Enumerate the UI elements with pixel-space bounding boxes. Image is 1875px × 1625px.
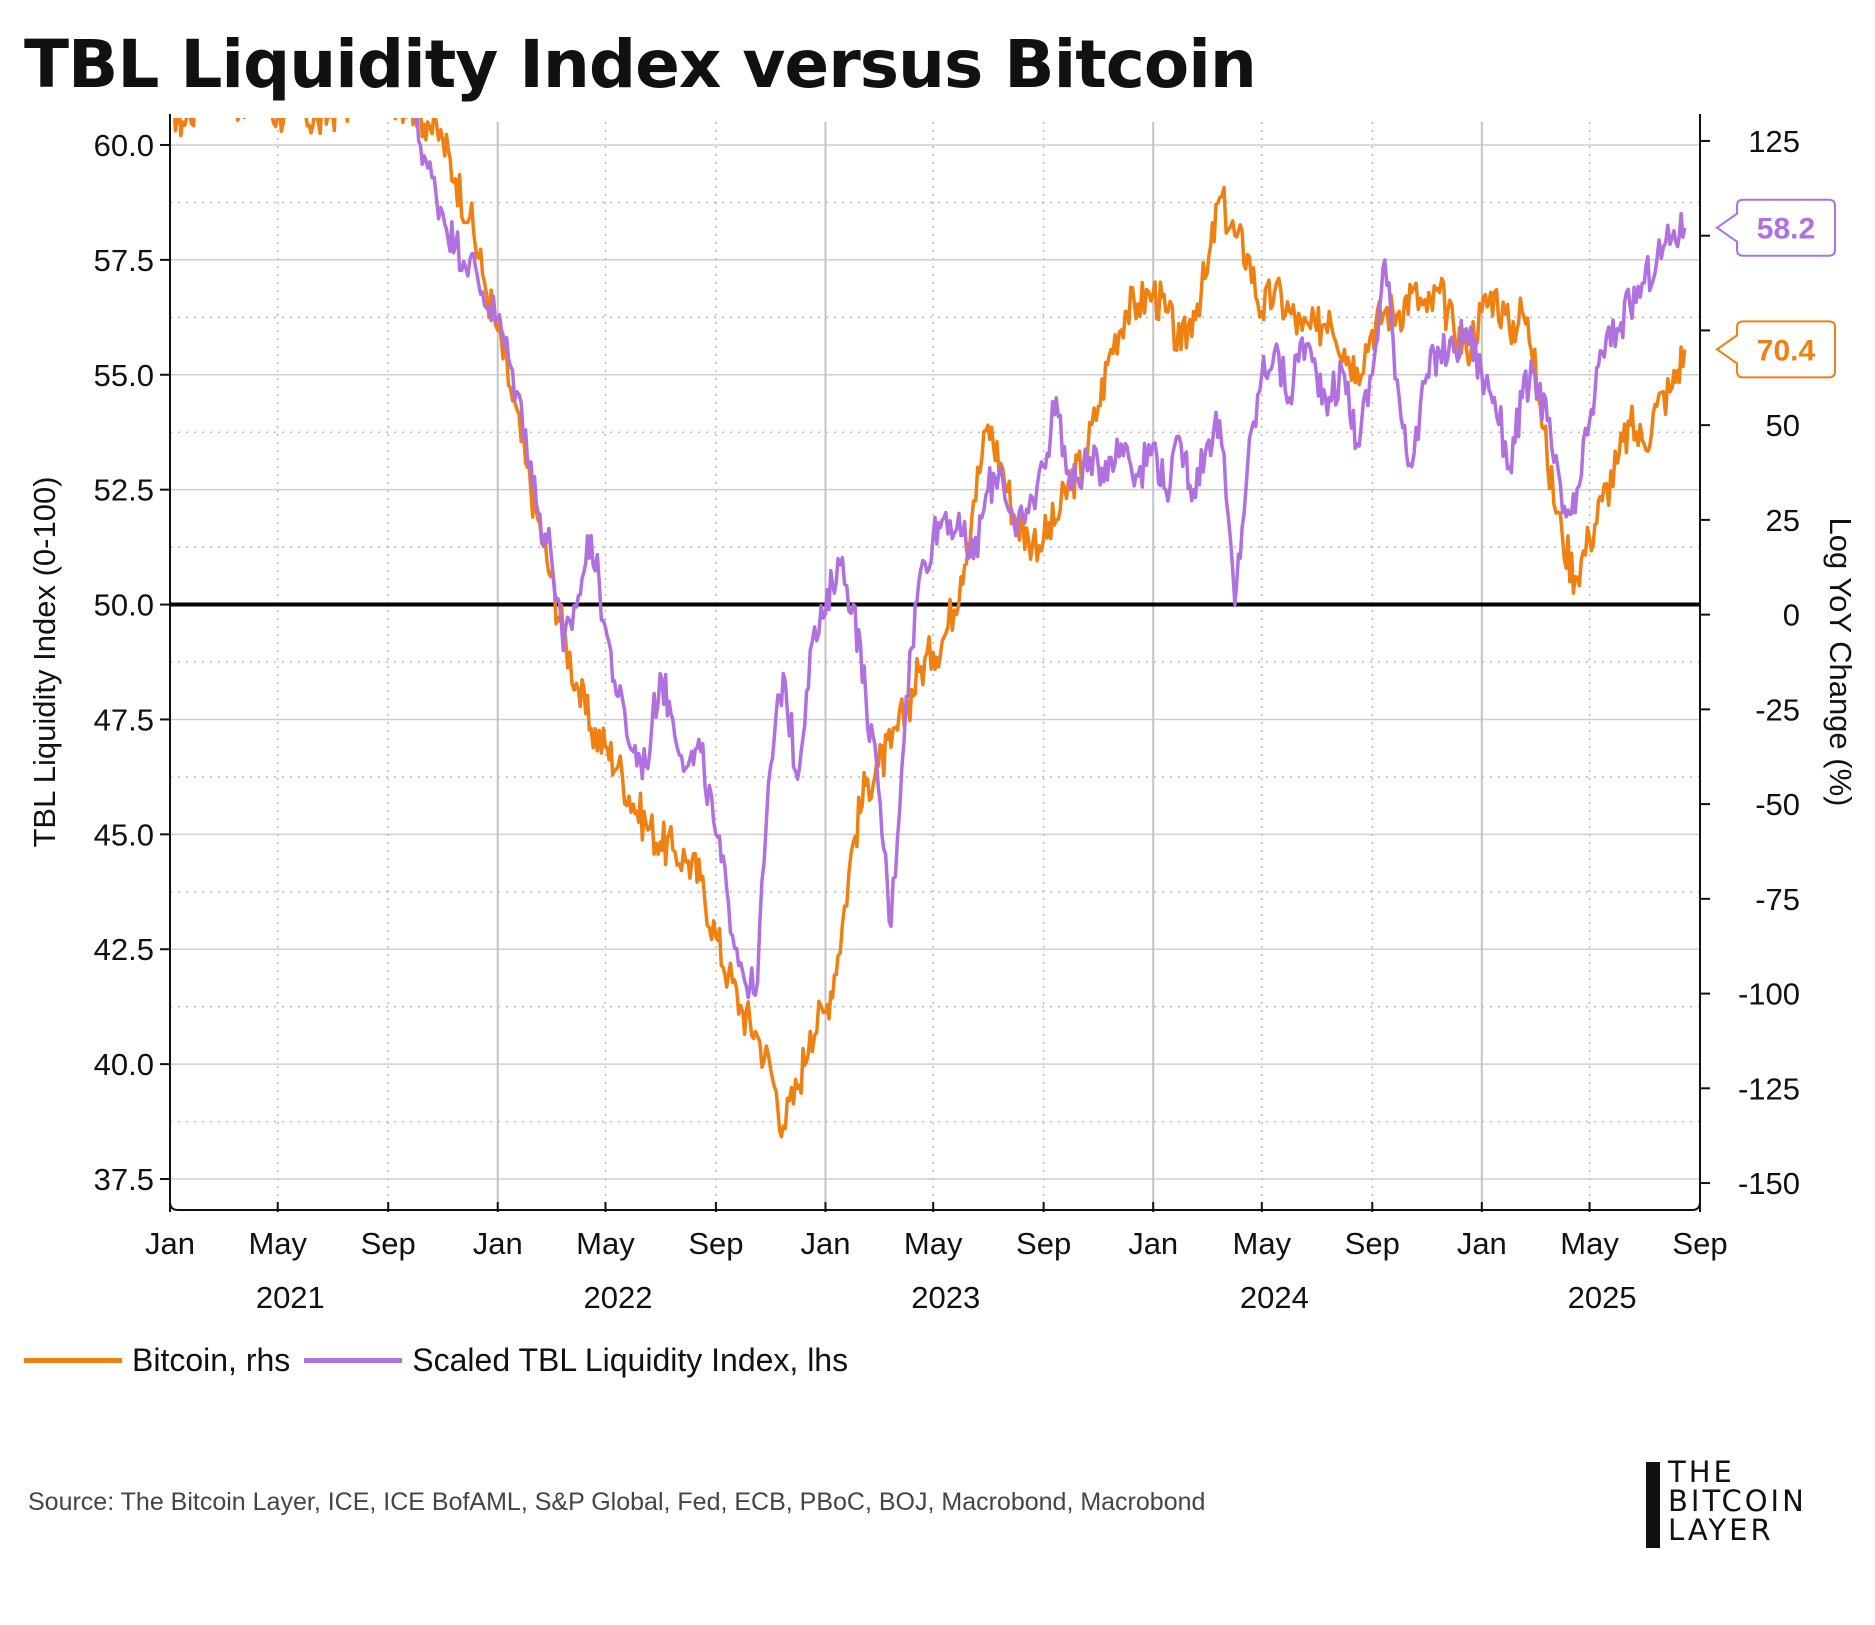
year-label-1: 2022 xyxy=(584,1280,653,1315)
series-line-bitcoin xyxy=(173,118,1687,1139)
ytick-label-right-2: -100 xyxy=(1738,977,1800,1012)
source-note: Source: The Bitcoin Layer, ICE, ICE BofA… xyxy=(28,1488,1206,1516)
year-label-4: 2025 xyxy=(1568,1280,1637,1315)
legend-label-bitcoin: Bitcoin, rhs xyxy=(132,1342,291,1378)
series-line-liquidity xyxy=(413,118,1687,1000)
ytick-label-left-7: 55.0 xyxy=(94,358,154,393)
chart-title: TBL Liquidity Index versus Bitcoin xyxy=(24,26,1257,103)
logo-text: THE BITCOIN LAYER xyxy=(1668,1458,1807,1545)
callout-box-1 xyxy=(1715,320,1836,379)
xtick-label-1: May xyxy=(248,1226,307,1261)
ytick-label-right-11: 125 xyxy=(1748,124,1800,159)
ytick-label-left-6: 52.5 xyxy=(94,473,154,508)
legend-swatch-liquidity xyxy=(304,1358,403,1363)
ytick-label-left-5: 50.0 xyxy=(94,588,154,623)
legend-label-liquidity: Scaled TBL Liquidity Index, lhs xyxy=(412,1342,849,1378)
legend-item-liquidity: Scaled TBL Liquidity Index, lhs xyxy=(304,1342,848,1379)
xtick-label-10: May xyxy=(1233,1226,1292,1261)
xtick-label-3: Jan xyxy=(473,1226,523,1261)
year-label-3: 2024 xyxy=(1240,1280,1309,1315)
last-value-callout-0: 58.2 xyxy=(1715,198,1836,257)
year-label-2: 2023 xyxy=(911,1280,980,1315)
legend-item-bitcoin: Bitcoin, rhs xyxy=(24,1342,290,1379)
ytick-label-right-5: -25 xyxy=(1755,692,1800,727)
ytick-label-right-4: -50 xyxy=(1755,787,1800,822)
xtick-label-5: Sep xyxy=(688,1226,743,1261)
xtick-label-6: Jan xyxy=(800,1226,850,1261)
xtick-label-0: Jan xyxy=(145,1226,195,1261)
last-value-labels: 58.2 70.4 xyxy=(1715,198,1836,379)
year-label-0: 2021 xyxy=(256,1280,325,1315)
xtick-label-11: Sep xyxy=(1345,1226,1400,1261)
xtick-label-2: Sep xyxy=(361,1226,416,1261)
logo-bar xyxy=(1646,1462,1660,1548)
ytick-label-left-1: 40.0 xyxy=(94,1047,154,1082)
callout-text-1: 70.4 xyxy=(1757,334,1816,367)
logo-line-3: LAYER xyxy=(1668,1513,1774,1547)
xtick-label-4: May xyxy=(576,1226,635,1261)
xtick-label-12: Jan xyxy=(1457,1226,1507,1261)
axes xyxy=(160,114,1710,1212)
chart-svg: 37.5 40.0 42.5 45.0 47.5 50.0 52.5 55.0 57.5 60.0… xyxy=(27,114,1858,1315)
legend-swatch-bitcoin xyxy=(24,1358,122,1363)
callout-text-0: 58.2 xyxy=(1757,213,1815,246)
xtick-label-14: Sep xyxy=(1672,1226,1727,1261)
y-axis-title-left: TBL Liquidity Index (0-100) xyxy=(27,476,62,847)
ytick-label-right-7: 25 xyxy=(1766,503,1800,538)
ytick-label-left-8: 57.5 xyxy=(94,243,154,278)
y-axis-title-right: Log YoY Change (%) xyxy=(1823,518,1858,807)
ytick-label-left-9: 60.0 xyxy=(94,128,154,163)
ytick-label-right-3: -75 xyxy=(1755,882,1800,917)
ytick-label-right-1: -125 xyxy=(1738,1071,1800,1106)
ytick-label-left-3: 45.0 xyxy=(94,817,154,852)
ytick-label-right-6: 0 xyxy=(1783,598,1800,633)
legend: Bitcoin, rhs Scaled TBL Liquidity Index,… xyxy=(24,1342,862,1379)
last-value-callout-1: 70.4 xyxy=(1715,320,1836,379)
ytick-label-left-4: 47.5 xyxy=(94,702,154,737)
series-lines xyxy=(173,118,1687,1139)
xtick-label-13: May xyxy=(1560,1226,1619,1261)
ytick-label-right-8: 50 xyxy=(1766,408,1800,443)
logo-line-1: THE xyxy=(1668,1455,1735,1489)
xtick-label-9: Jan xyxy=(1128,1226,1178,1261)
ytick-label-left-0: 37.5 xyxy=(94,1162,154,1197)
axis-frame xyxy=(169,114,1701,1211)
xtick-label-8: Sep xyxy=(1016,1226,1071,1261)
logo-line-2: BITCOIN xyxy=(1668,1484,1807,1518)
ytick-label-left-2: 42.5 xyxy=(94,932,154,967)
ytick-label-right-0: -150 xyxy=(1738,1166,1800,1201)
callout-box-0 xyxy=(1715,198,1836,257)
xtick-label-7: May xyxy=(904,1226,963,1261)
